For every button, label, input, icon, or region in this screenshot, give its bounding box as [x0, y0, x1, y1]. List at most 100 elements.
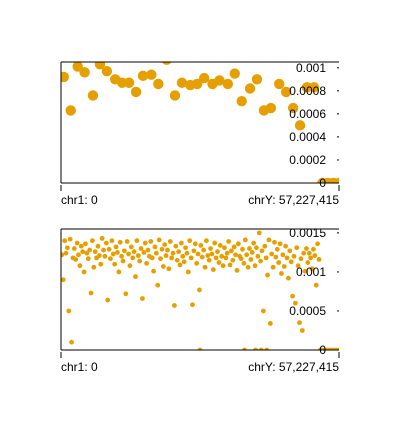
- data-point: [98, 262, 103, 267]
- data-point: [214, 255, 219, 260]
- data-point: [207, 258, 212, 263]
- data-point: [111, 252, 116, 257]
- data-point: [86, 256, 91, 261]
- data-point: [107, 247, 112, 252]
- data-point: [287, 248, 292, 253]
- x-end-label: chrY: 57,227,415: [248, 193, 339, 207]
- data-point: [64, 251, 69, 256]
- y-tick-label: 0.001: [296, 265, 326, 279]
- data-point: [280, 252, 285, 257]
- data-point: [123, 291, 128, 296]
- y-tick-label: 0.0006: [289, 107, 326, 121]
- x-start-label: chr1: 0: [61, 193, 98, 207]
- data-point: [247, 246, 252, 251]
- data-point: [230, 68, 240, 78]
- data-point: [236, 241, 241, 246]
- data-point: [205, 253, 210, 258]
- data-point: [304, 246, 309, 251]
- y-tick-label: 0.0004: [289, 130, 326, 144]
- data-point: [103, 254, 108, 259]
- data-point: [89, 291, 94, 296]
- data-point: [197, 287, 202, 292]
- data-point: [311, 247, 316, 252]
- data-point: [308, 255, 313, 260]
- data-point: [191, 248, 196, 253]
- data-point: [262, 244, 267, 249]
- chart-top: 0 0.0002 0.0004 0.0006 0.0008 0.001 chr1: 0 chr…: [59, 55, 345, 208]
- y-tick-label: 0: [319, 176, 326, 190]
- data-point: [173, 244, 178, 249]
- data-point: [248, 257, 253, 262]
- data-point: [269, 252, 274, 257]
- data-point: [59, 72, 69, 82]
- data-point: [225, 251, 230, 256]
- data-point: [62, 238, 67, 243]
- data-point: [179, 241, 184, 246]
- points-group: [59, 231, 341, 353]
- data-point: [161, 264, 166, 269]
- data-point: [66, 105, 76, 115]
- data-point: [223, 79, 233, 89]
- data-point: [283, 244, 288, 249]
- data-point: [68, 237, 73, 242]
- data-point: [118, 240, 123, 245]
- data-point: [137, 259, 142, 264]
- data-point: [76, 252, 81, 257]
- data-point: [218, 243, 223, 248]
- data-point: [153, 79, 163, 89]
- data-point: [272, 240, 277, 245]
- data-point: [109, 238, 114, 243]
- data-point: [255, 254, 260, 259]
- data-point: [315, 241, 320, 246]
- data-point: [132, 249, 137, 254]
- data-point: [189, 255, 194, 260]
- data-point: [150, 255, 155, 260]
- data-point: [317, 257, 322, 262]
- data-point: [158, 256, 163, 261]
- data-point: [292, 254, 297, 259]
- data-point: [299, 256, 304, 261]
- data-point: [203, 265, 208, 270]
- y-tick-label: 0: [319, 343, 326, 357]
- data-point: [122, 248, 127, 253]
- data-point: [148, 239, 153, 244]
- data-point: [88, 90, 98, 100]
- data-point: [215, 249, 220, 254]
- data-point: [129, 245, 134, 250]
- data-point: [61, 277, 66, 282]
- data-point: [175, 258, 180, 263]
- data-point: [140, 296, 145, 301]
- data-point: [104, 241, 109, 246]
- y-tick-label: 0.001: [296, 61, 326, 75]
- data-point: [155, 283, 160, 288]
- y-tick-label: 0.0015: [289, 226, 326, 240]
- data-point: [105, 298, 110, 303]
- data-point: [126, 252, 131, 257]
- data-point: [168, 239, 173, 244]
- data-point: [116, 270, 121, 275]
- data-point: [257, 231, 262, 236]
- x-end-label: chrY: 57,227,415: [248, 360, 339, 374]
- data-point: [245, 83, 255, 93]
- data-point: [193, 241, 198, 246]
- data-point: [90, 238, 95, 243]
- data-point: [69, 340, 74, 345]
- data-point: [274, 79, 284, 89]
- data-point: [162, 242, 167, 247]
- data-point: [176, 249, 181, 254]
- data-point: [73, 257, 78, 262]
- y-tick-label: 0.0008: [289, 84, 326, 98]
- data-point: [294, 245, 299, 250]
- data-point: [114, 245, 119, 250]
- data-point: [211, 267, 216, 272]
- y-tick-label: 0.0005: [289, 304, 326, 318]
- data-point: [59, 252, 64, 257]
- data-point: [276, 260, 281, 265]
- data-point: [243, 238, 248, 243]
- data-point: [200, 255, 205, 260]
- data-point: [160, 247, 165, 252]
- data-point: [267, 238, 272, 243]
- data-point: [87, 248, 92, 253]
- data-point: [65, 245, 70, 250]
